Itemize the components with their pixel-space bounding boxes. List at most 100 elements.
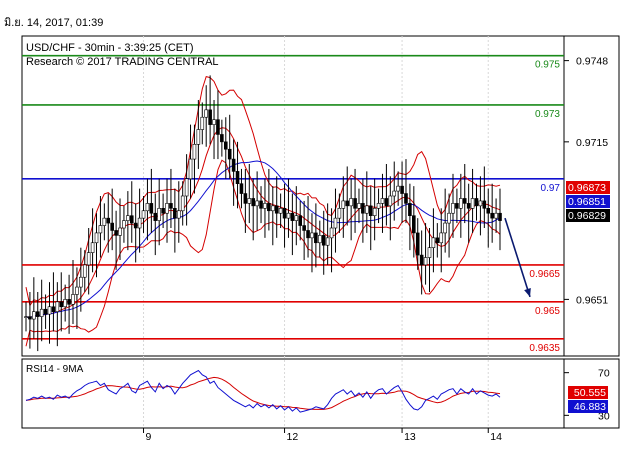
candle-body: [196, 129, 201, 145]
candle-body: [486, 208, 491, 214]
candle-body: [466, 203, 471, 209]
x-tick-label: 12: [287, 431, 299, 443]
candle-body: [423, 257, 428, 266]
candle-body: [63, 299, 67, 308]
candle-body: [137, 217, 142, 229]
candle-body: [337, 208, 342, 219]
candle-body: [90, 242, 95, 253]
candle-body: [459, 198, 463, 209]
candle-body: [282, 208, 287, 219]
candle-body: [415, 232, 420, 256]
level-label: 0.975: [535, 60, 560, 71]
candle-body: [376, 203, 381, 209]
candle-body: [126, 215, 130, 221]
candle-body: [223, 141, 228, 150]
candle-body: [306, 230, 310, 239]
candle-body: [412, 215, 416, 234]
candle-body: [443, 222, 447, 234]
candle-body: [408, 203, 412, 216]
candle-body: [353, 198, 357, 209]
price-badge: [566, 209, 610, 222]
candle-body: [498, 212, 502, 221]
candle-body: [67, 299, 71, 305]
candle-body: [153, 212, 158, 221]
candle-body: [267, 203, 271, 212]
price-tick-label: 0.9651: [576, 294, 608, 306]
candle-body: [361, 203, 365, 214]
candle-body: [345, 200, 350, 207]
candle-body: [133, 222, 138, 229]
candle-body: [314, 232, 318, 244]
candle-body: [75, 286, 79, 295]
candle-body: [227, 148, 232, 160]
candle-body: [79, 276, 83, 288]
candle-body: [392, 190, 397, 197]
candle-body: [220, 134, 224, 143]
candle-body: [290, 212, 295, 221]
candle-body: [161, 208, 165, 214]
candle-body: [231, 158, 236, 172]
candle-body: [435, 237, 440, 244]
candle-body: [239, 183, 244, 194]
rsi-badge: [568, 400, 608, 413]
candle-body: [455, 203, 459, 209]
candle-body: [98, 225, 103, 234]
chart-title: USD/CHF - 30min - 3:39:25 (CET): [26, 42, 193, 54]
candle-body: [451, 203, 455, 214]
candle-body: [294, 215, 299, 221]
middle-band: [25, 127, 501, 319]
level-label: 0.965: [535, 306, 560, 317]
price-badge-label: 0.96851: [568, 196, 606, 208]
level-label: 0.9635: [529, 343, 560, 354]
candle-body: [341, 200, 346, 209]
candle-body: [247, 198, 252, 204]
rsi-ma-line: [25, 376, 501, 410]
candle-body: [255, 200, 259, 207]
candle-body: [419, 254, 424, 266]
moving-average: [25, 160, 501, 319]
candle-body: [384, 198, 389, 207]
candle-body: [165, 203, 169, 214]
rsi-badge-label: 50.555: [574, 387, 606, 399]
level-label: 0.9665: [529, 269, 560, 280]
candle-body: [365, 205, 369, 214]
candle-body: [106, 217, 111, 224]
candle-body: [47, 306, 52, 315]
candle-body: [145, 203, 150, 212]
price-badge: [566, 181, 610, 194]
candle-body: [208, 109, 212, 125]
candle-body: [102, 217, 107, 226]
candle-body: [204, 109, 208, 118]
candle-body: [200, 116, 205, 130]
candle-body: [263, 203, 267, 209]
candle-body: [431, 237, 436, 248]
rsi-panel-border: [21, 358, 565, 429]
x-tick-label: 9: [146, 431, 152, 443]
candle-body: [176, 210, 181, 219]
candle-body: [55, 301, 60, 312]
candle-body: [129, 215, 134, 224]
candle-body: [310, 232, 314, 239]
candle-body: [71, 294, 75, 305]
rsi-tick-label: 30: [598, 410, 610, 422]
price-badge-label: 0.96873: [568, 182, 606, 194]
x-tick-label: 14: [490, 431, 502, 443]
candle-body: [110, 222, 114, 231]
candle-body: [388, 195, 393, 207]
candle-body: [212, 119, 216, 125]
level-label: 0.973: [535, 109, 560, 120]
candle-body: [478, 200, 483, 207]
level-label: 0.97: [541, 183, 561, 194]
candle-body: [184, 178, 189, 197]
candle-body: [43, 308, 48, 315]
rsi-label: RSI14 - 9MA: [26, 364, 84, 375]
candle-body: [372, 208, 377, 216]
candle-body: [286, 212, 291, 219]
rsi-badge: [568, 386, 608, 399]
candle-body: [82, 264, 87, 278]
candle-body: [396, 185, 400, 192]
candle-body: [462, 198, 467, 204]
candle-body: [259, 200, 263, 209]
candle-body: [474, 198, 479, 207]
candle-body: [192, 144, 197, 160]
